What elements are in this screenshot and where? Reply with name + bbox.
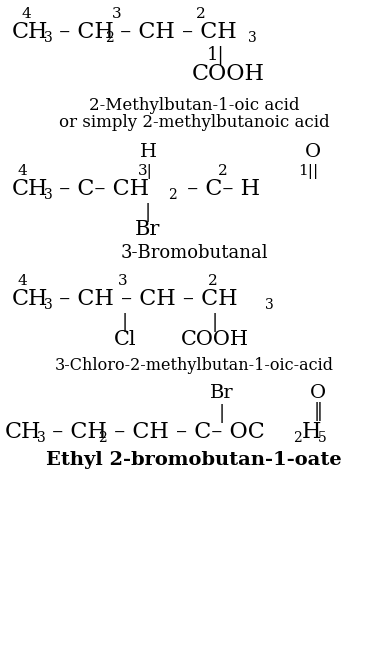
Text: CH: CH <box>12 21 48 43</box>
Text: – C– CH: – C– CH <box>52 178 149 200</box>
Text: 2: 2 <box>196 7 206 21</box>
Text: ‖: ‖ <box>314 402 322 421</box>
Text: 3-Chloro-2-methylbutan-1-oic-acid: 3-Chloro-2-methylbutan-1-oic-acid <box>54 357 334 374</box>
Text: 3: 3 <box>248 31 257 45</box>
Text: COOH: COOH <box>181 330 249 349</box>
Text: 3-Bromobutanal: 3-Bromobutanal <box>120 244 268 262</box>
Text: Cl: Cl <box>114 330 136 349</box>
Text: 2-Methylbutan-1-oic acid: 2-Methylbutan-1-oic acid <box>89 97 299 114</box>
Text: 5: 5 <box>318 431 327 445</box>
Text: O: O <box>305 143 321 161</box>
Text: 4: 4 <box>22 7 32 21</box>
Text: 2: 2 <box>168 188 177 202</box>
Text: or simply 2-methylbutanoic acid: or simply 2-methylbutanoic acid <box>59 114 329 131</box>
Text: – C– H: – C– H <box>180 178 260 200</box>
Text: – CH – C– OC: – CH – C– OC <box>107 421 265 443</box>
Text: 3: 3 <box>44 31 53 45</box>
Text: 3|: 3| <box>138 164 153 179</box>
Text: – CH: – CH <box>45 421 107 443</box>
Text: Br: Br <box>210 384 234 402</box>
Text: – CH – CH: – CH – CH <box>113 21 237 43</box>
Text: CH: CH <box>12 288 48 310</box>
Text: |: | <box>122 313 128 332</box>
Text: – CH: – CH <box>52 21 114 43</box>
Text: 3: 3 <box>112 7 121 21</box>
Text: 4: 4 <box>18 164 28 178</box>
Text: 1||: 1|| <box>298 164 318 179</box>
Text: 4: 4 <box>18 274 28 288</box>
Text: O: O <box>310 384 326 402</box>
Text: 2: 2 <box>98 431 107 445</box>
Text: CH: CH <box>5 421 42 443</box>
Text: Ethyl 2-bromobutan-1-oate: Ethyl 2-bromobutan-1-oate <box>46 451 342 469</box>
Text: 3: 3 <box>118 274 128 288</box>
Text: H: H <box>140 143 156 161</box>
Text: 2: 2 <box>293 431 302 445</box>
Text: 2: 2 <box>105 31 114 45</box>
Text: 3: 3 <box>44 188 53 202</box>
Text: – CH – CH – CH: – CH – CH – CH <box>52 288 237 310</box>
Text: 3: 3 <box>44 298 53 312</box>
Text: 2: 2 <box>218 164 228 178</box>
Text: |: | <box>212 313 218 332</box>
Text: |: | <box>219 404 225 423</box>
Text: 3: 3 <box>37 431 46 445</box>
Text: H: H <box>302 421 322 443</box>
Text: COOH: COOH <box>192 63 265 85</box>
Text: Br: Br <box>135 220 161 239</box>
Text: 3: 3 <box>265 298 274 312</box>
Text: 2: 2 <box>208 274 218 288</box>
Text: |: | <box>145 203 151 222</box>
Text: CH: CH <box>12 178 48 200</box>
Text: 1|: 1| <box>207 46 225 65</box>
